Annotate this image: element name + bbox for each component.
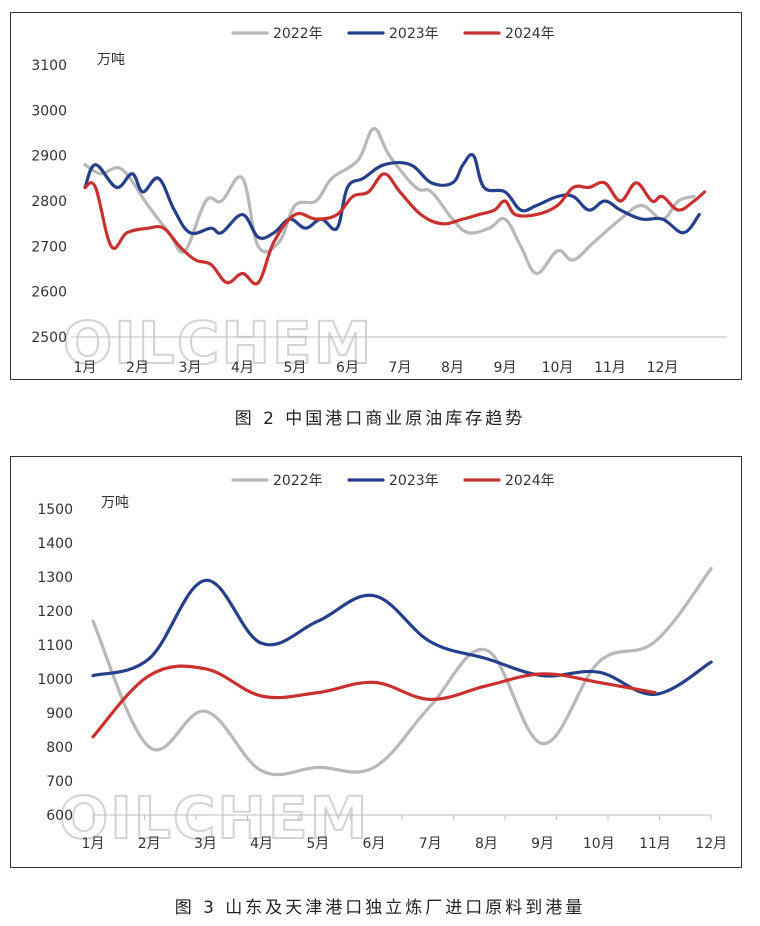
x-tick-label: 12月 xyxy=(647,360,679,376)
y-tick-label: 1500 xyxy=(37,502,73,518)
x-tick-label: 10月 xyxy=(542,360,574,376)
chart-svg-refinery-arrivals: OILCHEM 万吨 600 700 800 900 1000 1100 1200 1300 140… xyxy=(37,473,727,853)
y-tick-label: 1400 xyxy=(37,536,73,552)
series-line-2022年 xyxy=(91,566,713,777)
legend-label: 2023年 xyxy=(389,473,439,489)
x-tick-label: 5月 xyxy=(306,836,329,852)
series-line-2024年 xyxy=(91,664,657,739)
watermark-text: OILCHEM xyxy=(63,309,373,377)
chart-panel-crude-inventory: OILCHEM 万吨 2500 2600 2700 2800 2900 3000 3100 1月 2… xyxy=(10,12,742,380)
y-tick-label: 1200 xyxy=(37,604,73,620)
watermark-text: OILCHEM xyxy=(59,784,369,852)
y-tick-label: 3000 xyxy=(31,103,67,119)
y-axis-unit-label: 万吨 xyxy=(101,495,129,511)
chart-caption-crude-inventory: 图 2 中国港口商业原油库存趋势 xyxy=(234,409,526,429)
x-tick-label: 10月 xyxy=(583,836,615,852)
legend-label: 2022年 xyxy=(273,473,323,489)
series-line-2022年 xyxy=(83,126,696,276)
x-tick-label: 7月 xyxy=(389,360,412,376)
chart-svg-crude-inventory: OILCHEM 万吨 2500 2600 2700 2800 2900 3000 3100 1月 2… xyxy=(31,26,727,378)
y-tick-label: 600 xyxy=(46,808,73,824)
legend-label: 2024年 xyxy=(505,473,555,489)
x-tick-label: 4月 xyxy=(231,360,254,376)
x-tick-label: 3月 xyxy=(194,836,217,852)
y-tick-label: 1100 xyxy=(37,638,73,654)
legend-label: 2023年 xyxy=(389,26,439,42)
y-tick-label: 2500 xyxy=(31,330,67,346)
y-tick-label: 3100 xyxy=(31,58,67,74)
y-tick-label: 700 xyxy=(46,774,73,790)
series-line-2024年 xyxy=(83,172,707,286)
x-tick-label: 5月 xyxy=(284,360,307,376)
series-line-2023年 xyxy=(83,153,701,240)
x-tick-label: 6月 xyxy=(336,360,359,376)
y-tick-label: 2900 xyxy=(31,149,67,165)
x-tick-label: 12月 xyxy=(695,836,727,852)
x-tick-label: 9月 xyxy=(494,360,517,376)
y-tick-label: 1300 xyxy=(37,570,73,586)
x-tick-label: 2月 xyxy=(126,360,149,376)
x-tick-label: 1月 xyxy=(74,360,97,376)
legend-label: 2022年 xyxy=(273,26,323,42)
y-tick-label: 900 xyxy=(46,706,73,722)
x-tick-label: 2月 xyxy=(138,836,161,852)
x-tick-label: 11月 xyxy=(594,360,626,376)
y-tick-label: 1000 xyxy=(37,672,73,688)
y-tick-label: 2600 xyxy=(31,285,67,301)
x-tick-label: 4月 xyxy=(250,836,273,852)
chart-panel-refinery-arrivals: OILCHEM 万吨 600 700 800 900 1000 1100 1200 1300 140… xyxy=(10,456,742,868)
chart-caption-refinery-arrivals: 图 3 山东及天津港口独立炼厂进口原料到港量 xyxy=(174,898,586,918)
y-tick-label: 800 xyxy=(46,740,73,756)
x-tick-label: 8月 xyxy=(441,360,464,376)
x-tick-label: 8月 xyxy=(475,836,498,852)
y-axis-unit-label: 万吨 xyxy=(97,52,125,68)
x-tick-label: 1月 xyxy=(82,836,105,852)
x-tick-label: 6月 xyxy=(363,836,386,852)
y-tick-label: 2800 xyxy=(31,194,67,210)
x-tick-label: 3月 xyxy=(179,360,202,376)
x-tick-label: 7月 xyxy=(419,836,442,852)
legend-label: 2024年 xyxy=(505,26,555,42)
x-tick-label: 9月 xyxy=(531,836,554,852)
y-tick-label: 2700 xyxy=(31,239,67,255)
series-line-2023年 xyxy=(91,578,713,696)
x-tick-label: 11月 xyxy=(639,836,671,852)
